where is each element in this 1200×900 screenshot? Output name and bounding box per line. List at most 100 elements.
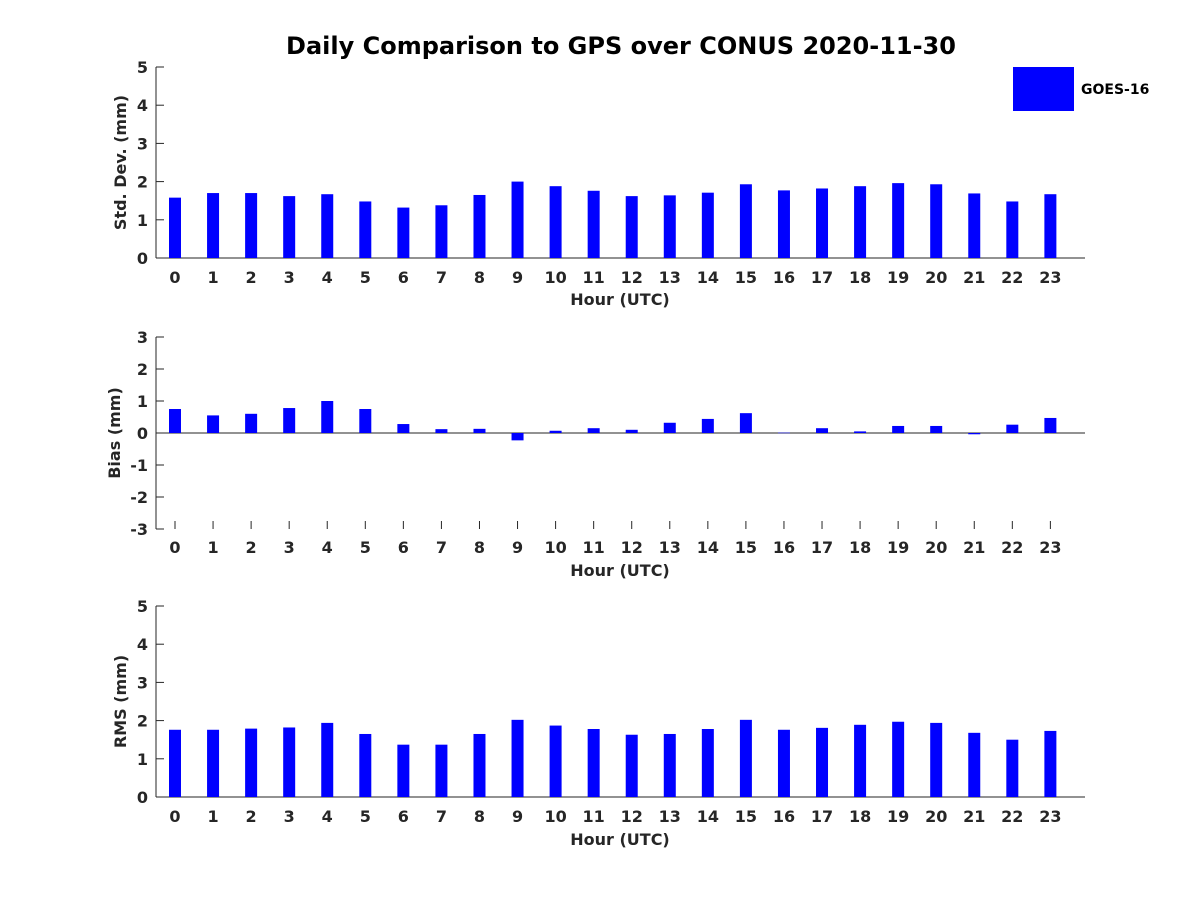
rms-bar-hour-16: [777, 729, 790, 797]
std-dev-x-tick-label: 0: [169, 268, 180, 287]
bias-bar-hour-9: [511, 433, 524, 441]
std-dev-bar-hour-1: [207, 193, 220, 258]
std-dev-bar-hour-6: [397, 207, 410, 258]
rms-bar-hour-8: [473, 733, 486, 797]
legend-label: GOES-16: [1081, 82, 1149, 98]
rms-y-axis-label: RMS (mm): [111, 655, 130, 748]
bias-x-tick-label: 5: [360, 538, 371, 557]
rms-x-tick-label: 11: [583, 807, 605, 826]
rms-x-tick-label: 6: [398, 807, 409, 826]
std-dev-bar-hour-9: [511, 181, 524, 258]
rms-x-tick-label: 12: [621, 807, 643, 826]
bias-bar-hour-5: [359, 409, 372, 433]
bias-x-tick-label: 13: [659, 538, 681, 557]
rms-bar-hour-14: [701, 729, 714, 797]
rms-bar-hour-3: [283, 727, 296, 797]
bias-y-axis-label: Bias (mm): [105, 387, 124, 479]
std-dev-x-tick-label: 2: [246, 268, 257, 287]
std-dev-y-tick-label: 4: [137, 96, 148, 115]
std-dev-bar-hour-18: [854, 186, 867, 258]
rms-bar-hour-19: [892, 721, 905, 797]
std-dev-bar-hour-7: [435, 205, 448, 258]
bias-y-tick-label: 2: [137, 360, 148, 379]
std-dev-x-axis-label: Hour (UTC): [570, 290, 670, 309]
bias-x-tick-label: 18: [849, 538, 871, 557]
std-dev-x-tick-label: 10: [544, 268, 566, 287]
rms-bar-hour-0: [169, 729, 181, 797]
rms-x-tick-label: 20: [925, 807, 947, 826]
std-dev-x-tick-label: 18: [849, 268, 871, 287]
rms-bar-hour-17: [816, 727, 829, 797]
rms-x-tick-label: 9: [512, 807, 523, 826]
std-dev-bar-hour-3: [283, 196, 296, 258]
bias-x-tick-label: 0: [169, 538, 180, 557]
bias-x-tick-label: 17: [811, 538, 833, 557]
std-dev-bar-hour-5: [359, 201, 372, 258]
bias-x-tick-label: 2: [246, 538, 257, 557]
std-dev-x-tick-label: 3: [284, 268, 295, 287]
bias-bar-hour-12: [625, 429, 638, 433]
rms-y-tick-label: 0: [137, 788, 148, 807]
rms-x-tick-label: 4: [322, 807, 333, 826]
bias-x-axis-label: Hour (UTC): [570, 561, 670, 580]
rms-bar-hour-18: [854, 724, 867, 797]
rms-bar-hour-9: [511, 719, 524, 797]
std-dev-y-tick-label: 2: [137, 173, 148, 192]
bias-x-tick-label: 21: [963, 538, 985, 557]
bias-bar-hour-2: [245, 413, 258, 433]
bias-bar-hour-1: [207, 415, 220, 433]
bias-y-tick-label: 0: [137, 424, 148, 443]
rms-bar-hour-5: [359, 733, 372, 797]
bias-x-tick-label: 23: [1039, 538, 1061, 557]
rms-bar-hour-12: [625, 734, 638, 797]
std-dev-bar-hour-14: [701, 192, 714, 258]
bias-bar-hour-3: [283, 408, 296, 433]
bias-bar-hour-13: [663, 422, 676, 433]
std-dev-y-axis-label: Std. Dev. (mm): [111, 95, 130, 230]
std-dev-x-tick-label: 1: [207, 268, 218, 287]
std-dev-bar-hour-10: [549, 186, 562, 258]
std-dev-x-tick-label: 15: [735, 268, 757, 287]
bias-y-tick-label: -2: [130, 488, 148, 507]
std-dev-x-tick-label: 19: [887, 268, 909, 287]
bias-bar-hour-11: [587, 428, 600, 433]
rms-x-tick-label: 17: [811, 807, 833, 826]
std-dev-bar-hour-20: [930, 184, 943, 258]
std-dev-y-tick-label: 1: [137, 211, 148, 230]
rms-x-tick-label: 0: [169, 807, 180, 826]
bias-y-tick-label: -3: [130, 520, 148, 539]
rms-bar-hour-20: [930, 722, 943, 797]
legend: GOES-16: [1013, 67, 1149, 111]
std-dev-x-tick-label: 4: [322, 268, 333, 287]
bias-x-tick-label: 15: [735, 538, 757, 557]
chart-title: Daily Comparison to GPS over CONUS 2020-…: [286, 32, 956, 60]
rms-bar-hour-4: [321, 722, 334, 797]
std-dev-bar-hour-22: [1006, 201, 1019, 258]
rms-bar-hour-1: [207, 729, 220, 797]
std-dev-y-tick-label: 0: [137, 249, 148, 268]
bias-x-tick-label: 10: [544, 538, 566, 557]
rms-bar-hour-13: [663, 733, 676, 797]
std-dev-x-tick-label: 7: [436, 268, 447, 287]
rms-bar-hour-7: [435, 744, 448, 797]
std-dev-bar-hour-2: [245, 193, 258, 258]
bias-bar-hour-18: [854, 431, 867, 433]
rms-bar-hour-6: [397, 744, 410, 797]
rms-x-tick-label: 2: [246, 807, 257, 826]
rms-y-tick-label: 2: [137, 712, 148, 731]
std-dev-bar-hour-15: [739, 184, 752, 258]
std-dev-x-tick-label: 23: [1039, 268, 1061, 287]
bias-bar-hour-16: [777, 432, 790, 434]
rms-x-tick-label: 19: [887, 807, 909, 826]
bias-bar-hour-21: [968, 433, 981, 435]
std-dev-x-tick-label: 6: [398, 268, 409, 287]
rms-bar-hour-15: [739, 719, 752, 797]
rms-x-tick-label: 1: [207, 807, 218, 826]
std-dev-bar-hour-23: [1044, 194, 1057, 258]
bias-bar-hour-0: [169, 409, 181, 433]
std-dev-x-tick-label: 11: [583, 268, 605, 287]
std-dev-x-tick-label: 14: [697, 268, 719, 287]
bias-bar-hour-10: [549, 430, 562, 433]
